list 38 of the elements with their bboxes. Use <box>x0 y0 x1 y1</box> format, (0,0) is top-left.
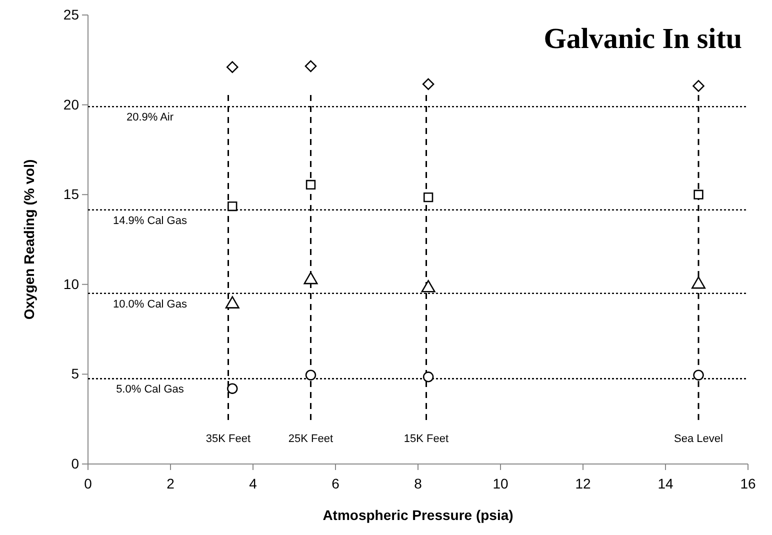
point <box>422 372 434 382</box>
ref-line-label: 14.9% Cal Gas <box>113 214 188 227</box>
ref-line-label: 35K Feet <box>206 433 251 445</box>
y-tick-label: 10 <box>63 276 80 292</box>
x-tick-label: 2 <box>166 475 175 492</box>
y-tick-label: 5 <box>71 366 80 382</box>
point <box>693 370 704 380</box>
x-tick-label: 8 <box>414 475 422 492</box>
ref-line-label: Sea Level <box>674 433 723 445</box>
y-tick-label: 15 <box>63 186 80 202</box>
x-tick-label: 4 <box>249 475 258 492</box>
x-tick-label: 0 <box>84 475 92 492</box>
point <box>692 80 704 92</box>
ref-line-label: 10.0% Cal Gas <box>113 298 188 310</box>
y-tick-label: 25 <box>63 6 80 22</box>
x-axis-title: Atmospheric Pressure (psia) <box>322 507 514 523</box>
point <box>423 192 434 202</box>
point <box>422 78 434 90</box>
point <box>226 61 238 73</box>
ref-line-label: 20.9% Air <box>126 112 174 124</box>
y-tick-label: 0 <box>71 455 80 472</box>
y-tick-label: 20 <box>63 96 80 112</box>
y-axis-title: Oxygen Reading (% vol) <box>21 159 37 320</box>
ref-line-label: 25K Feet <box>288 433 334 445</box>
point <box>306 180 316 190</box>
point <box>305 370 316 380</box>
ref-line-label: 5.0% Cal Gas <box>116 384 184 396</box>
x-tick-label: 12 <box>575 475 591 492</box>
chart-title: Galvanic In situ <box>544 23 742 55</box>
x-tick-label: 16 <box>740 475 756 492</box>
point <box>227 383 238 394</box>
point <box>694 190 704 200</box>
point <box>228 201 238 212</box>
x-tick-label: 10 <box>492 475 508 492</box>
ref-line-label: 15K Feet <box>404 433 449 445</box>
x-tick-label: 6 <box>332 475 340 492</box>
x-tick-label: 14 <box>658 475 674 492</box>
point <box>304 60 317 72</box>
